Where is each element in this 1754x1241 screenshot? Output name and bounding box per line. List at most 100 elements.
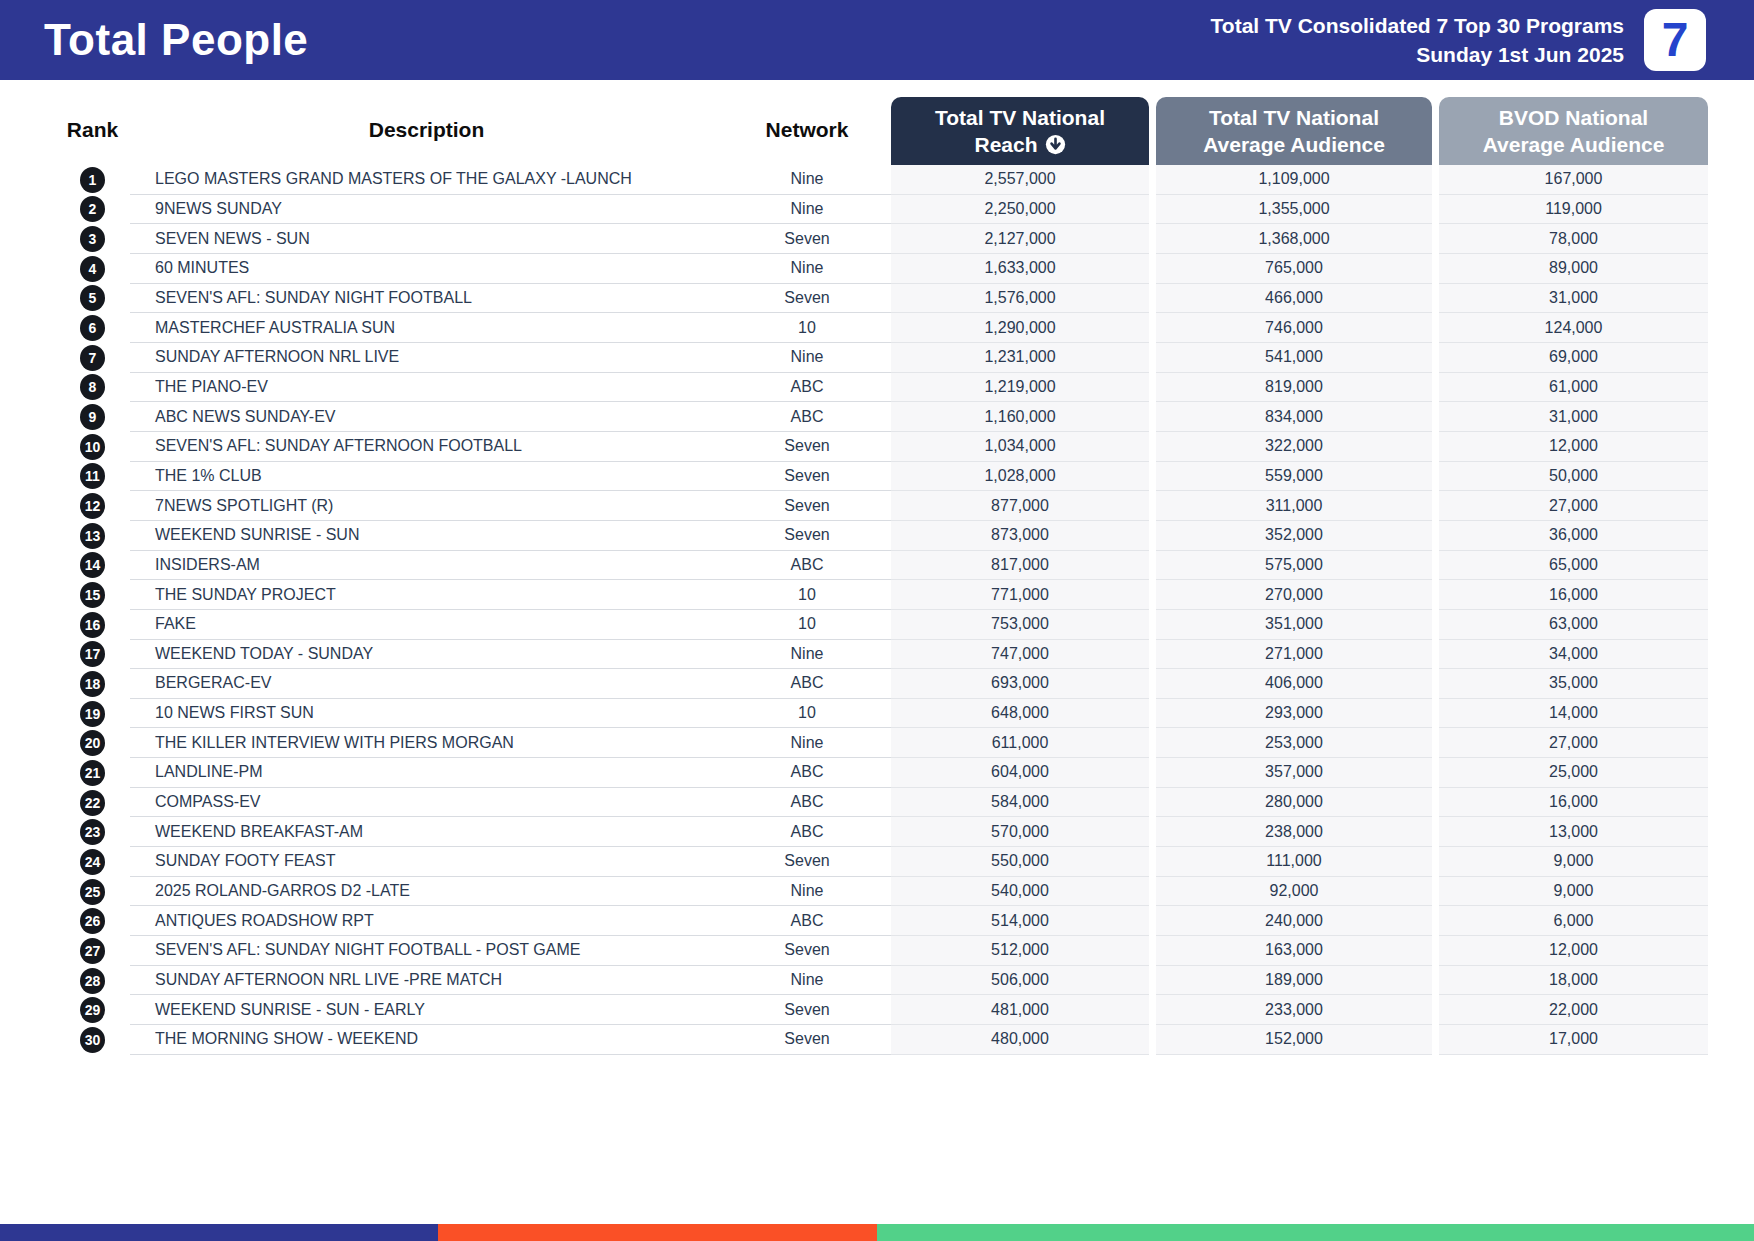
bvod-average-cell: 9,000 <box>1439 877 1708 907</box>
column-gap <box>1432 1025 1439 1055</box>
rank-cell: 20 <box>55 728 130 758</box>
total-tv-reach-cell: 604,000 <box>891 758 1149 788</box>
rank-cell: 28 <box>55 966 130 996</box>
description-cell: SUNDAY FOOTY FEAST <box>130 847 723 877</box>
column-gap <box>1432 640 1439 670</box>
column-gap <box>1432 906 1439 936</box>
table-row: 26ANTIQUES ROADSHOW RPTABC514,000240,000… <box>55 906 1708 936</box>
total-tv-reach-cell: 817,000 <box>891 551 1149 581</box>
network-cell: Nine <box>723 343 891 373</box>
column-gap <box>1432 224 1439 254</box>
table-row: 9ABC NEWS SUNDAY-EVABC1,160,000834,00031… <box>55 402 1708 432</box>
total-tv-reach-cell: 550,000 <box>891 847 1149 877</box>
column-gap <box>1149 402 1156 432</box>
column-gap <box>1432 788 1439 818</box>
column-header-rank: Rank <box>55 95 130 165</box>
total-tv-reach-cell: 2,250,000 <box>891 195 1149 225</box>
column-gap <box>1149 936 1156 966</box>
column-gap <box>1432 817 1439 847</box>
total-tv-reach-cell: 1,576,000 <box>891 284 1149 314</box>
rank-badge: 24 <box>80 849 105 875</box>
bvod-average-cell: 18,000 <box>1439 966 1708 996</box>
rank-badge: 3 <box>80 226 105 252</box>
column-gap <box>1149 669 1156 699</box>
total-tv-average-cell: 189,000 <box>1156 966 1432 996</box>
rank-badge: 14 <box>80 552 105 578</box>
network-cell: Seven <box>723 462 891 492</box>
column-gap <box>1149 284 1156 314</box>
bvod-average-cell: 63,000 <box>1439 610 1708 640</box>
bvod-average-cell: 12,000 <box>1439 432 1708 462</box>
table-row: 22COMPASS-EVABC584,000280,00016,000 <box>55 788 1708 818</box>
column-gap <box>1432 462 1439 492</box>
column-gap <box>1432 936 1439 966</box>
description-cell: THE SUNDAY PROJECT <box>130 580 723 610</box>
bvod-average-cell: 35,000 <box>1439 669 1708 699</box>
network-cell: Seven <box>723 1025 891 1055</box>
network-cell: Seven <box>723 847 891 877</box>
rank-cell: 3 <box>55 224 130 254</box>
column-header-total-tv-reach[interactable]: Total TV National Reach <box>891 97 1149 165</box>
total-tv-reach-cell: 611,000 <box>891 728 1149 758</box>
table-row: 23WEEKEND BREAKFAST-AMABC570,000238,0001… <box>55 817 1708 847</box>
rank-cell: 30 <box>55 1025 130 1055</box>
avg-header-line2: Average Audience <box>1156 131 1432 158</box>
rank-badge: 8 <box>80 374 105 400</box>
description-cell: ANTIQUES ROADSHOW RPT <box>130 906 723 936</box>
description-cell: SEVEN'S AFL: SUNDAY NIGHT FOOTBALL - POS… <box>130 936 723 966</box>
total-tv-average-cell: 1,368,000 <box>1156 224 1432 254</box>
rank-badge: 17 <box>80 641 105 667</box>
column-gap <box>1149 343 1156 373</box>
column-gap <box>1149 728 1156 758</box>
description-cell: SUNDAY AFTERNOON NRL LIVE -PRE MATCH <box>130 966 723 996</box>
table-row: 6MASTERCHEF AUSTRALIA SUN101,290,000746,… <box>55 313 1708 343</box>
bvod-average-cell: 6,000 <box>1439 906 1708 936</box>
column-gap <box>1432 847 1439 877</box>
bvod-average-cell: 27,000 <box>1439 728 1708 758</box>
rank-cell: 15 <box>55 580 130 610</box>
total-tv-reach-cell: 1,028,000 <box>891 462 1149 492</box>
bvod-average-cell: 31,000 <box>1439 402 1708 432</box>
bvod-average-cell: 34,000 <box>1439 640 1708 670</box>
circle-arrow-down-icon[interactable] <box>1045 134 1066 155</box>
total-tv-reach-cell: 693,000 <box>891 669 1149 699</box>
rank-cell: 25 <box>55 877 130 907</box>
table-header-row: Rank Description Network Total TV Nation… <box>55 95 1708 165</box>
total-tv-average-cell: 765,000 <box>1156 254 1432 284</box>
table-row: 28SUNDAY AFTERNOON NRL LIVE -PRE MATCHNi… <box>55 966 1708 996</box>
column-gap <box>1432 669 1439 699</box>
bvod-header-line1: BVOD National <box>1439 104 1708 131</box>
total-tv-average-cell: 834,000 <box>1156 402 1432 432</box>
description-cell: 7NEWS SPOTLIGHT (R) <box>130 491 723 521</box>
network-cell: Nine <box>723 640 891 670</box>
reach-header-line1: Total TV National <box>891 104 1149 131</box>
rank-cell: 27 <box>55 936 130 966</box>
rank-badge: 6 <box>80 315 105 341</box>
column-gap <box>1149 699 1156 729</box>
table-row: 14INSIDERS-AMABC817,000575,00065,000 <box>55 551 1708 581</box>
bvod-average-cell: 61,000 <box>1439 373 1708 403</box>
network-cell: Seven <box>723 521 891 551</box>
stripe-green-segment <box>877 1224 1754 1241</box>
column-gap <box>1432 610 1439 640</box>
total-tv-average-cell: 352,000 <box>1156 521 1432 551</box>
rank-cell: 24 <box>55 847 130 877</box>
bvod-average-cell: 78,000 <box>1439 224 1708 254</box>
column-gap <box>1432 195 1439 225</box>
description-cell: THE KILLER INTERVIEW WITH PIERS MORGAN <box>130 728 723 758</box>
column-gap <box>1149 491 1156 521</box>
network-cell: ABC <box>723 551 891 581</box>
rank-badge: 18 <box>80 671 105 697</box>
total-tv-average-cell: 1,355,000 <box>1156 195 1432 225</box>
bvod-average-cell: 31,000 <box>1439 284 1708 314</box>
description-cell: 60 MINUTES <box>130 254 723 284</box>
description-cell: BERGERAC-EV <box>130 669 723 699</box>
description-cell: 2025 ROLAND-GARROS D2 -LATE <box>130 877 723 907</box>
bvod-average-cell: 89,000 <box>1439 254 1708 284</box>
total-tv-reach-cell: 506,000 <box>891 966 1149 996</box>
column-gap <box>1149 195 1156 225</box>
bvod-average-cell: 25,000 <box>1439 758 1708 788</box>
rank-cell: 14 <box>55 551 130 581</box>
network-cell: Nine <box>723 728 891 758</box>
column-gap <box>1149 551 1156 581</box>
